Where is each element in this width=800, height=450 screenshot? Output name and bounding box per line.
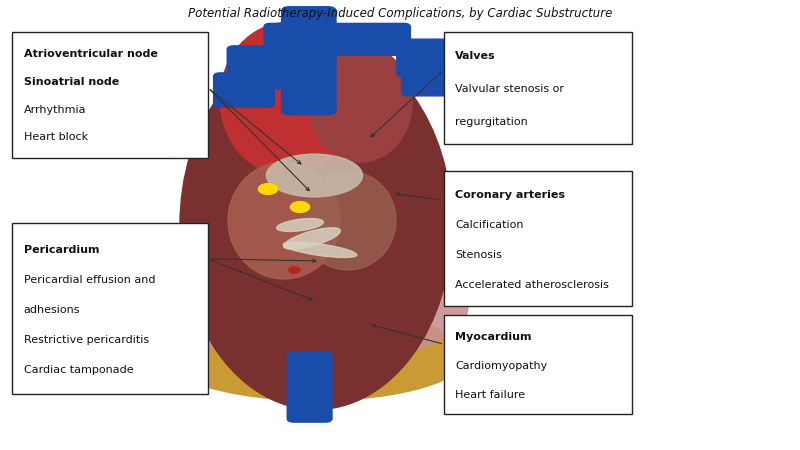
Text: Accelerated atherosclerosis: Accelerated atherosclerosis [455,279,609,289]
Circle shape [289,267,300,273]
FancyBboxPatch shape [444,32,632,144]
Text: Pericardium: Pericardium [24,244,99,255]
Ellipse shape [300,171,396,270]
Text: adhesions: adhesions [24,305,80,315]
Text: Cardiomyopathy: Cardiomyopathy [455,361,547,371]
FancyBboxPatch shape [444,315,632,414]
Ellipse shape [308,45,412,162]
Text: Arrhythmia: Arrhythmia [24,105,86,115]
Text: Pericardial effusion and: Pericardial effusion and [24,274,155,285]
FancyBboxPatch shape [214,73,274,107]
FancyBboxPatch shape [287,352,332,422]
FancyBboxPatch shape [12,223,208,394]
Ellipse shape [228,162,340,279]
Ellipse shape [266,154,362,197]
Text: Potential Radiotherapy-Induced Complications, by Cardiac Substructure: Potential Radiotherapy-Induced Complicat… [188,7,612,20]
Text: Valves: Valves [455,51,496,61]
Text: Sinoatrial node: Sinoatrial node [24,77,119,87]
FancyBboxPatch shape [282,7,336,115]
Text: Coronary arteries: Coronary arteries [455,190,566,200]
Text: Valvular stenosis or: Valvular stenosis or [455,85,564,94]
Ellipse shape [220,22,356,176]
FancyBboxPatch shape [397,39,448,77]
FancyBboxPatch shape [322,23,410,55]
FancyBboxPatch shape [444,171,632,306]
Circle shape [290,202,310,212]
FancyBboxPatch shape [402,62,453,96]
FancyBboxPatch shape [264,23,309,89]
Text: Restrictive pericarditis: Restrictive pericarditis [24,335,149,345]
Ellipse shape [164,310,468,400]
Text: Myocardium: Myocardium [455,332,532,342]
FancyBboxPatch shape [12,32,208,158]
Text: Heart failure: Heart failure [455,390,526,400]
Text: Calcification: Calcification [455,220,524,230]
Text: regurgitation: regurgitation [455,117,528,127]
Text: Cardiac tamponade: Cardiac tamponade [24,365,134,375]
Circle shape [258,184,278,194]
Ellipse shape [284,228,340,249]
Ellipse shape [277,219,323,231]
FancyBboxPatch shape [227,46,280,87]
Ellipse shape [283,242,357,257]
Text: Heart block: Heart block [24,132,88,143]
Text: Atrioventricular node: Atrioventricular node [24,50,158,59]
Ellipse shape [180,40,452,410]
Text: Stenosis: Stenosis [455,250,502,260]
Ellipse shape [164,248,468,364]
